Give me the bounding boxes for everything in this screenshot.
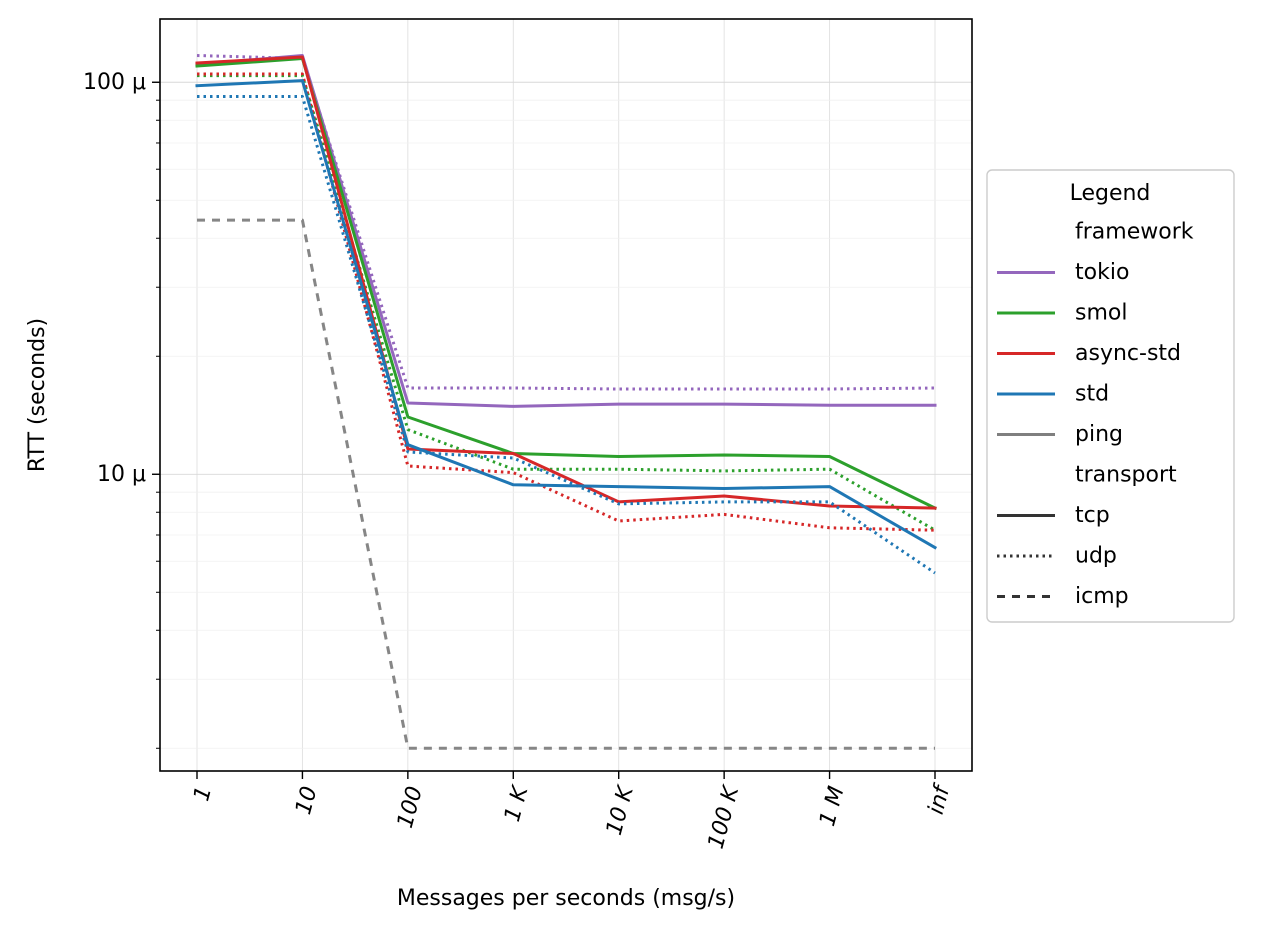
legend-item-tcp: tcp bbox=[1075, 503, 1110, 528]
x-tick-label: 10 bbox=[291, 784, 322, 818]
legend-item-ping: ping bbox=[1075, 422, 1123, 447]
series-layer bbox=[195, 54, 938, 750]
x-tick-label: 10 K bbox=[602, 782, 639, 838]
x-tick-label: 1 K bbox=[500, 782, 534, 824]
legend-item-std: std bbox=[1075, 382, 1109, 407]
x-axis-label: Messages per seconds (msg/s) bbox=[397, 886, 735, 911]
legend-frame bbox=[986, 169, 1235, 623]
series-line-smol-udp bbox=[197, 74, 936, 532]
x-tick-label: 1 M bbox=[815, 784, 849, 829]
legend: Legend framework tokio smol async-std std pin… bbox=[986, 169, 1235, 623]
legend-item-udp: udp bbox=[1075, 544, 1117, 569]
series-line-async-std-udp bbox=[197, 72, 936, 532]
grid-layer bbox=[160, 19, 972, 771]
y-tick-label: 10 μ bbox=[97, 462, 146, 487]
x-tick-label: 1 bbox=[189, 784, 217, 804]
legend-item-smol: smol bbox=[1075, 301, 1127, 326]
legend-item-async-std: async-std bbox=[1075, 341, 1181, 366]
legend-item-tokio: tokio bbox=[1075, 260, 1129, 285]
series-line-std-tcp bbox=[195, 79, 938, 550]
series-line-tokio-tcp bbox=[195, 54, 937, 408]
x-tick-label: 100 K bbox=[704, 782, 745, 851]
legend-section-header: framework bbox=[1075, 220, 1194, 245]
x-tick-label: inf bbox=[924, 781, 956, 817]
plot-frame bbox=[159, 18, 973, 772]
series-line-async-std-tcp bbox=[195, 55, 937, 510]
y-axis-label: RTT (seconds) bbox=[25, 318, 50, 472]
series-line-std-udp bbox=[197, 95, 936, 575]
legend-item-icmp: icmp bbox=[1075, 584, 1129, 609]
legend-section-header: transport bbox=[1075, 463, 1177, 488]
x-axis: 1 10 100 1 K 10 K 100 K 1 M inf bbox=[189, 771, 956, 851]
series-line-ping-icmp bbox=[197, 218, 935, 750]
x-tick-label: 100 bbox=[393, 784, 428, 831]
legend-title: Legend bbox=[1070, 181, 1151, 206]
y-tick-label: 100 μ bbox=[83, 70, 146, 95]
series-line-tokio-udp bbox=[196, 54, 936, 391]
series-line-smol-tcp bbox=[195, 57, 938, 511]
y-axis: 10 μ 100 μ bbox=[83, 70, 160, 749]
